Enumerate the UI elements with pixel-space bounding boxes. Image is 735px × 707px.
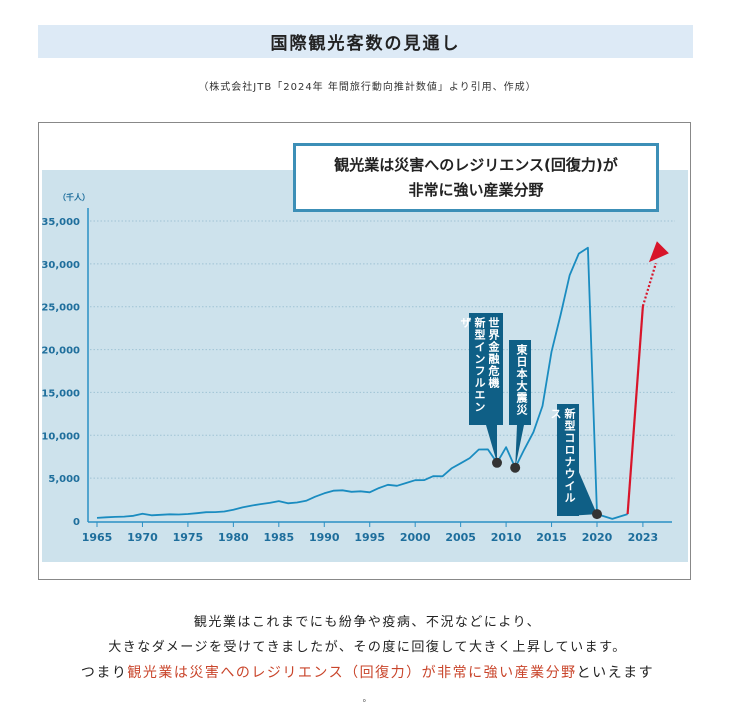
- headline-callout: 観光業は災害へのレジリエンス(回復力)が 非常に強い産業分野: [293, 143, 659, 212]
- body-highlight: 観光業は災害へのレジリエンス（回復力）が非常に強い産業分野: [127, 665, 577, 681]
- projection-line: [626, 306, 644, 515]
- page-title: 国際観光客数の見通し: [270, 34, 461, 54]
- event-text: 世界金融危機: [487, 317, 500, 389]
- x-tick-label: 1990: [309, 531, 340, 544]
- y-axis-unit: （千人）: [58, 192, 90, 202]
- x-tick-label: 1985: [264, 531, 295, 544]
- x-tick-label: 2020: [582, 531, 613, 544]
- body-line-1: 観光業はこれまでにも紛争や疫病、不況などにより、: [193, 615, 542, 630]
- source-note: （株式会社JTB「2024年 年間旅行動向推計数値」より引用、作成）: [198, 82, 537, 93]
- visitors-line: [96, 246, 628, 520]
- event-pointer: [486, 425, 497, 463]
- event-marker: [492, 457, 502, 468]
- body-line-2: 大きなダメージを受けてきましたが、その度に回復して大きく上昇しています。: [108, 640, 627, 655]
- y-tick-label: 15,000: [41, 388, 80, 399]
- chart-frame: [38, 122, 691, 580]
- y-tick-label: 10,000: [41, 431, 80, 442]
- x-tick-label: 2010: [491, 531, 522, 544]
- callout-line-2: 非常に強い産業分野: [408, 181, 544, 199]
- arrowhead-icon: [648, 241, 669, 263]
- event-label-financial-crisis: 世界金融危機 新型インフルエンザ: [459, 313, 503, 425]
- x-tick-label: 1995: [354, 531, 385, 544]
- x-tick-label: 2000: [400, 531, 431, 544]
- event-label-earthquake: 東日本大震災: [509, 340, 531, 425]
- event-text: 東日本大震災: [515, 344, 528, 416]
- x-tick-label: 2023: [628, 531, 659, 544]
- x-tick-label: 1980: [218, 531, 249, 544]
- y-tick-label: 25,000: [41, 303, 80, 314]
- event-marker: [510, 462, 521, 473]
- event-pointer: [515, 425, 524, 468]
- event-label-covid: 新型コロナウイルス: [549, 404, 579, 516]
- body-prefix: つまり: [80, 665, 128, 681]
- event-text: 新型コロナウイルス: [549, 408, 576, 504]
- y-tick-label: 35,000: [41, 217, 80, 228]
- y-tick-label: 20,000: [41, 346, 80, 357]
- projection-dotted-line: [641, 262, 657, 307]
- event-text: 新型インフルエンザ: [459, 317, 486, 413]
- x-tick-label: 1965: [82, 531, 113, 544]
- body-line-3: つまり観光業は災害へのレジリエンス（回復力）が非常に強い産業分野といえます: [0, 662, 735, 682]
- y-tick-label: 0: [73, 517, 80, 528]
- x-tick-label: 1975: [173, 531, 204, 544]
- callout-line-1: 観光業は災害へのレジリエンス(回復力)が: [334, 156, 618, 174]
- body-trailing: 。: [362, 694, 373, 703]
- y-tick-label: 30,000: [41, 260, 80, 271]
- x-tick-label: 2005: [445, 531, 476, 544]
- event-marker: [592, 509, 602, 520]
- page-title-bar: 国際観光客数の見通し: [38, 25, 693, 58]
- x-tick-label: 1970: [127, 531, 158, 544]
- x-tick-label: 2015: [536, 531, 567, 544]
- y-tick-label: 5,000: [48, 474, 80, 485]
- body-suffix: といえます: [576, 665, 655, 681]
